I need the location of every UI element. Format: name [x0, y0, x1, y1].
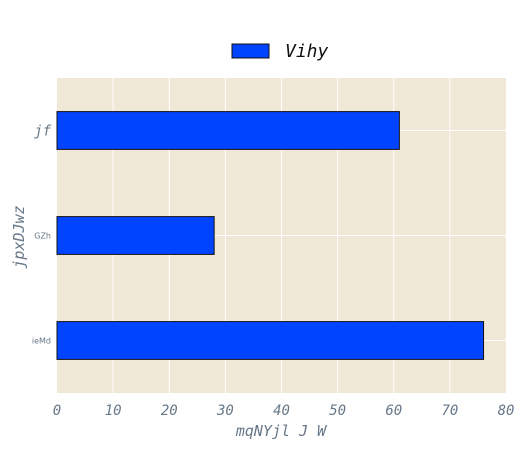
bar-ieMd: [56, 321, 485, 360]
x-tick-label-10: 10: [105, 403, 122, 419]
y-tick-label-ieMd: ieMd: [32, 337, 51, 346]
bars: [56, 111, 485, 360]
x-tick-label-60: 60: [385, 403, 402, 419]
y-tick-labels: jf GZh ieMd: [32, 124, 52, 346]
y-tick-label-jf: jf: [34, 124, 51, 140]
x-tick-label-40: 40: [273, 403, 290, 419]
x-tick-labels: 0 10 20 30 40 50 60 70 80: [53, 403, 515, 419]
legend: Vihy: [231, 41, 329, 62]
x-tick-label-20: 20: [161, 403, 178, 419]
bar-jf: [56, 111, 400, 150]
x-tick-label-50: 50: [329, 403, 346, 419]
legend-label-vihy: Vihy: [285, 41, 329, 62]
x-tick-label-70: 70: [441, 403, 458, 419]
bar-GZh: [56, 216, 215, 255]
x-tick-label-0: 0: [53, 403, 61, 419]
x-tick-label-30: 30: [216, 403, 234, 419]
legend-swatch-vihy: [231, 43, 270, 59]
y-axis-title: jpxDJwz: [10, 205, 28, 268]
y-tick-label-GZh: GZh: [34, 232, 51, 241]
x-axis-title: mqNYjl J W: [235, 422, 328, 440]
x-tick-label-80: 80: [498, 403, 515, 419]
